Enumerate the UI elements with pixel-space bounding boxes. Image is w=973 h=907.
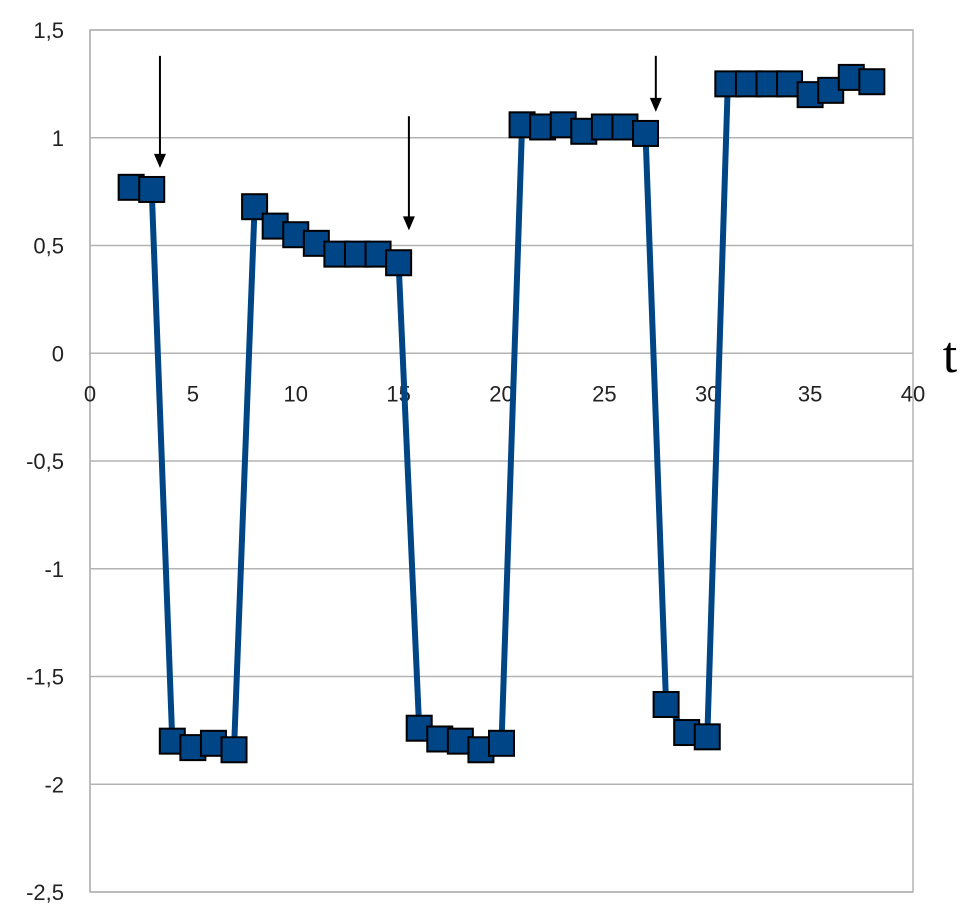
- x-tick-label: 5: [187, 381, 199, 406]
- data-point: [138, 175, 166, 203]
- x-tick-label: 20: [489, 381, 513, 406]
- y-tick-label: -0,5: [26, 449, 64, 474]
- data-point: [693, 723, 721, 751]
- annotations: [153, 55, 662, 231]
- annotation-arrow: [153, 55, 166, 168]
- y-tick-label: -2,5: [26, 880, 64, 905]
- data-point: [858, 68, 886, 96]
- data-point: [385, 249, 413, 277]
- annotation-arrow: [402, 116, 415, 231]
- data-point: [652, 691, 680, 719]
- y-tick-labels: 1,5 1 0,5 0 -0,5 -1 -1,5 -2 -2,5: [26, 18, 64, 905]
- y-tick-label: 0,5: [33, 234, 64, 259]
- x-tick-label: 40: [901, 381, 925, 406]
- y-tick-label: 1: [52, 126, 64, 151]
- data-point: [488, 729, 515, 757]
- y-tick-label: -1,5: [26, 665, 64, 690]
- y-tick-label: 0: [52, 341, 64, 366]
- grid-lines: [90, 29, 913, 893]
- x-axis-title: t: [943, 327, 958, 384]
- arrow-head: [649, 97, 662, 112]
- arrow-head: [153, 153, 166, 168]
- series-group: [117, 63, 886, 764]
- x-tick-label: 0: [84, 381, 96, 406]
- data-point: [220, 736, 248, 764]
- annotation-arrow: [649, 55, 662, 112]
- data-point: [632, 119, 660, 147]
- y-tick-label: -2: [44, 772, 64, 797]
- x-tick-label: 35: [798, 381, 822, 406]
- x-tick-label: 25: [592, 381, 616, 406]
- y-tick-label: 1,5: [33, 18, 64, 43]
- x-tick-label: 10: [284, 381, 308, 406]
- y-tick-label: -1: [44, 557, 64, 582]
- arrow-head: [402, 216, 415, 231]
